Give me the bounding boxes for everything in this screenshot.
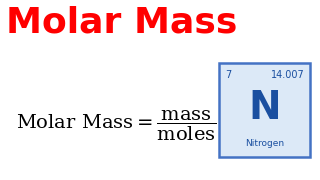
Text: 7: 7 [225,70,231,80]
Text: Nitrogen: Nitrogen [245,139,284,148]
Text: $\mathregular{Molar\ Mass} = \dfrac{\mathregular{mass}}{\mathregular{moles}}$: $\mathregular{Molar\ Mass} = \dfrac{\mat… [16,109,217,143]
Text: Molar Mass: Molar Mass [6,5,238,39]
Text: N: N [249,89,281,127]
Text: 14.007: 14.007 [271,70,305,80]
FancyBboxPatch shape [219,63,310,157]
